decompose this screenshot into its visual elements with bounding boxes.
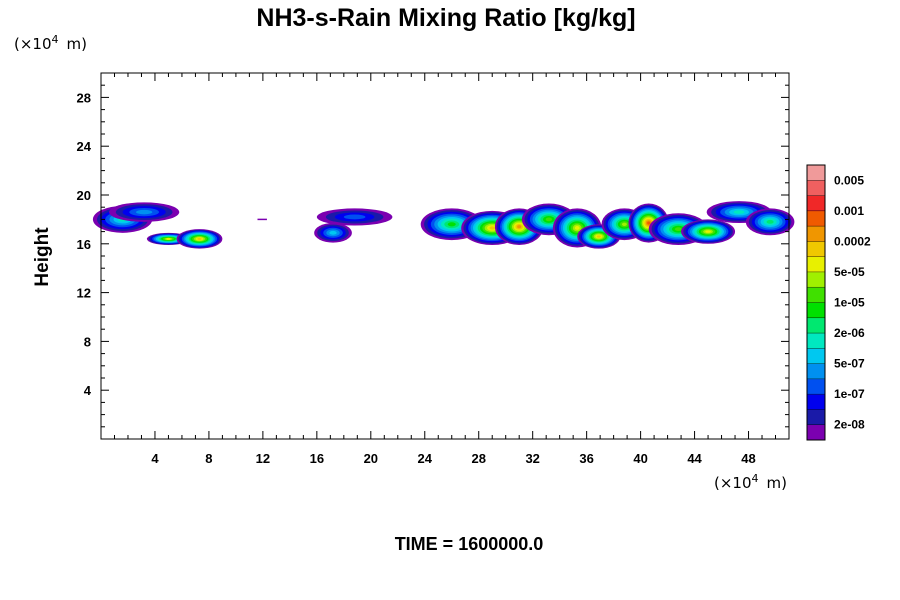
- colorbar-swatch: [807, 363, 825, 380]
- contour-level: [517, 225, 522, 229]
- colorbar-label: 5e-05: [834, 265, 865, 279]
- colorbar-swatch: [807, 241, 825, 257]
- contour-level: [621, 222, 627, 226]
- cloud-cell: [745, 208, 795, 236]
- colorbar-swatch: [807, 287, 825, 303]
- colorbar-swatch: [807, 409, 825, 426]
- chart-title: NH3-s-Rain Mixing Ratio [kg/kg]: [256, 4, 635, 32]
- colorbar-swatch: [807, 195, 825, 212]
- contour-level: [489, 226, 496, 230]
- contour-level: [136, 209, 153, 215]
- contour-level: [733, 210, 745, 214]
- y-tick-label: 20: [77, 188, 91, 203]
- colorbar-swatch: [807, 378, 825, 395]
- x-tick-label: 48: [741, 451, 755, 466]
- y-tick-label: 24: [77, 139, 92, 154]
- colorbar-label: 5e-07: [834, 357, 865, 371]
- colorbar-swatch: [807, 271, 825, 288]
- contour-level: [447, 222, 456, 227]
- colorbar-swatch: [807, 317, 825, 334]
- x-tick-label: 44: [687, 451, 702, 466]
- contour-level: [166, 237, 171, 240]
- y-axis-label: Height: [32, 227, 53, 287]
- colorbar-label: 0.005: [834, 173, 864, 187]
- y-tick-label: 4: [84, 383, 92, 398]
- contour-level: [647, 221, 651, 225]
- x-axis-ticks: 4 8 12 16 20 24 28 32 36 40 44 48: [113, 73, 777, 466]
- cloud-cell: [681, 219, 736, 244]
- x-tick-label: 8: [205, 451, 212, 466]
- time-label: TIME = 1600000.0: [395, 534, 544, 554]
- x-tick-label: 28: [471, 451, 485, 466]
- colorbar-swatch: [807, 348, 825, 364]
- colorbar-label: 0.001: [834, 204, 864, 218]
- contour-level: [343, 214, 366, 220]
- colorbar-label: 1e-05: [834, 296, 865, 310]
- x-tick-label: 40: [633, 451, 647, 466]
- x-tick-label: 12: [256, 451, 270, 466]
- colorbar-swatch: [807, 180, 825, 196]
- x-tick-label: 24: [418, 451, 433, 466]
- colorbar-swatch: [807, 424, 825, 441]
- colorbar-label: 2e-08: [834, 418, 865, 432]
- contour-level: [674, 227, 682, 232]
- y-units-label: (×104 m): [14, 33, 87, 53]
- plot-background: [101, 73, 789, 439]
- colorbar-swatch: [807, 333, 825, 349]
- cloud-cell: [109, 202, 180, 222]
- colorbar-swatch: [807, 256, 825, 273]
- cloud-cell: [176, 229, 223, 249]
- contour-level: [766, 219, 774, 224]
- x-tick-label: 4: [151, 451, 159, 466]
- y-tick-label: 28: [77, 90, 91, 105]
- colorbar-label: 2e-06: [834, 326, 865, 340]
- y-tick-label: 8: [84, 334, 91, 349]
- colorbar-swatch: [807, 302, 825, 319]
- x-tick-label: 20: [364, 451, 378, 466]
- contour-level: [329, 230, 337, 235]
- x-units-label: (×104 m): [714, 472, 787, 492]
- colorbar-label: 1e-07: [834, 387, 865, 401]
- contour-level: [574, 226, 580, 230]
- colorbar-swatch: [807, 210, 825, 227]
- x-tick-label: 16: [310, 451, 324, 466]
- cloud-field: [92, 201, 795, 249]
- y-tick-label: 12: [77, 286, 91, 301]
- contour-level: [197, 237, 202, 240]
- contour-level: [705, 230, 711, 233]
- colorbar: 2e-08 1e-07 5e-07 2e-06 1e-05 5e-05 0.0002 0.00…: [806, 164, 871, 441]
- colorbar-swatch: [807, 394, 825, 410]
- y-tick-label: 16: [77, 237, 91, 252]
- x-tick-label: 36: [579, 451, 593, 466]
- contour-level: [545, 217, 553, 222]
- y-axis-ticks: 4 8 12 16 20 24 28: [77, 84, 789, 428]
- colorbar-swatch: [807, 226, 825, 242]
- contour-level: [596, 235, 601, 238]
- cloud-cell: [316, 208, 393, 226]
- x-tick-label: 32: [525, 451, 539, 466]
- cloud-cell: [521, 203, 576, 236]
- cloud-cell: [314, 223, 352, 243]
- colorbar-label: 0.0002: [834, 234, 871, 248]
- colorbar-swatch: [807, 165, 825, 181]
